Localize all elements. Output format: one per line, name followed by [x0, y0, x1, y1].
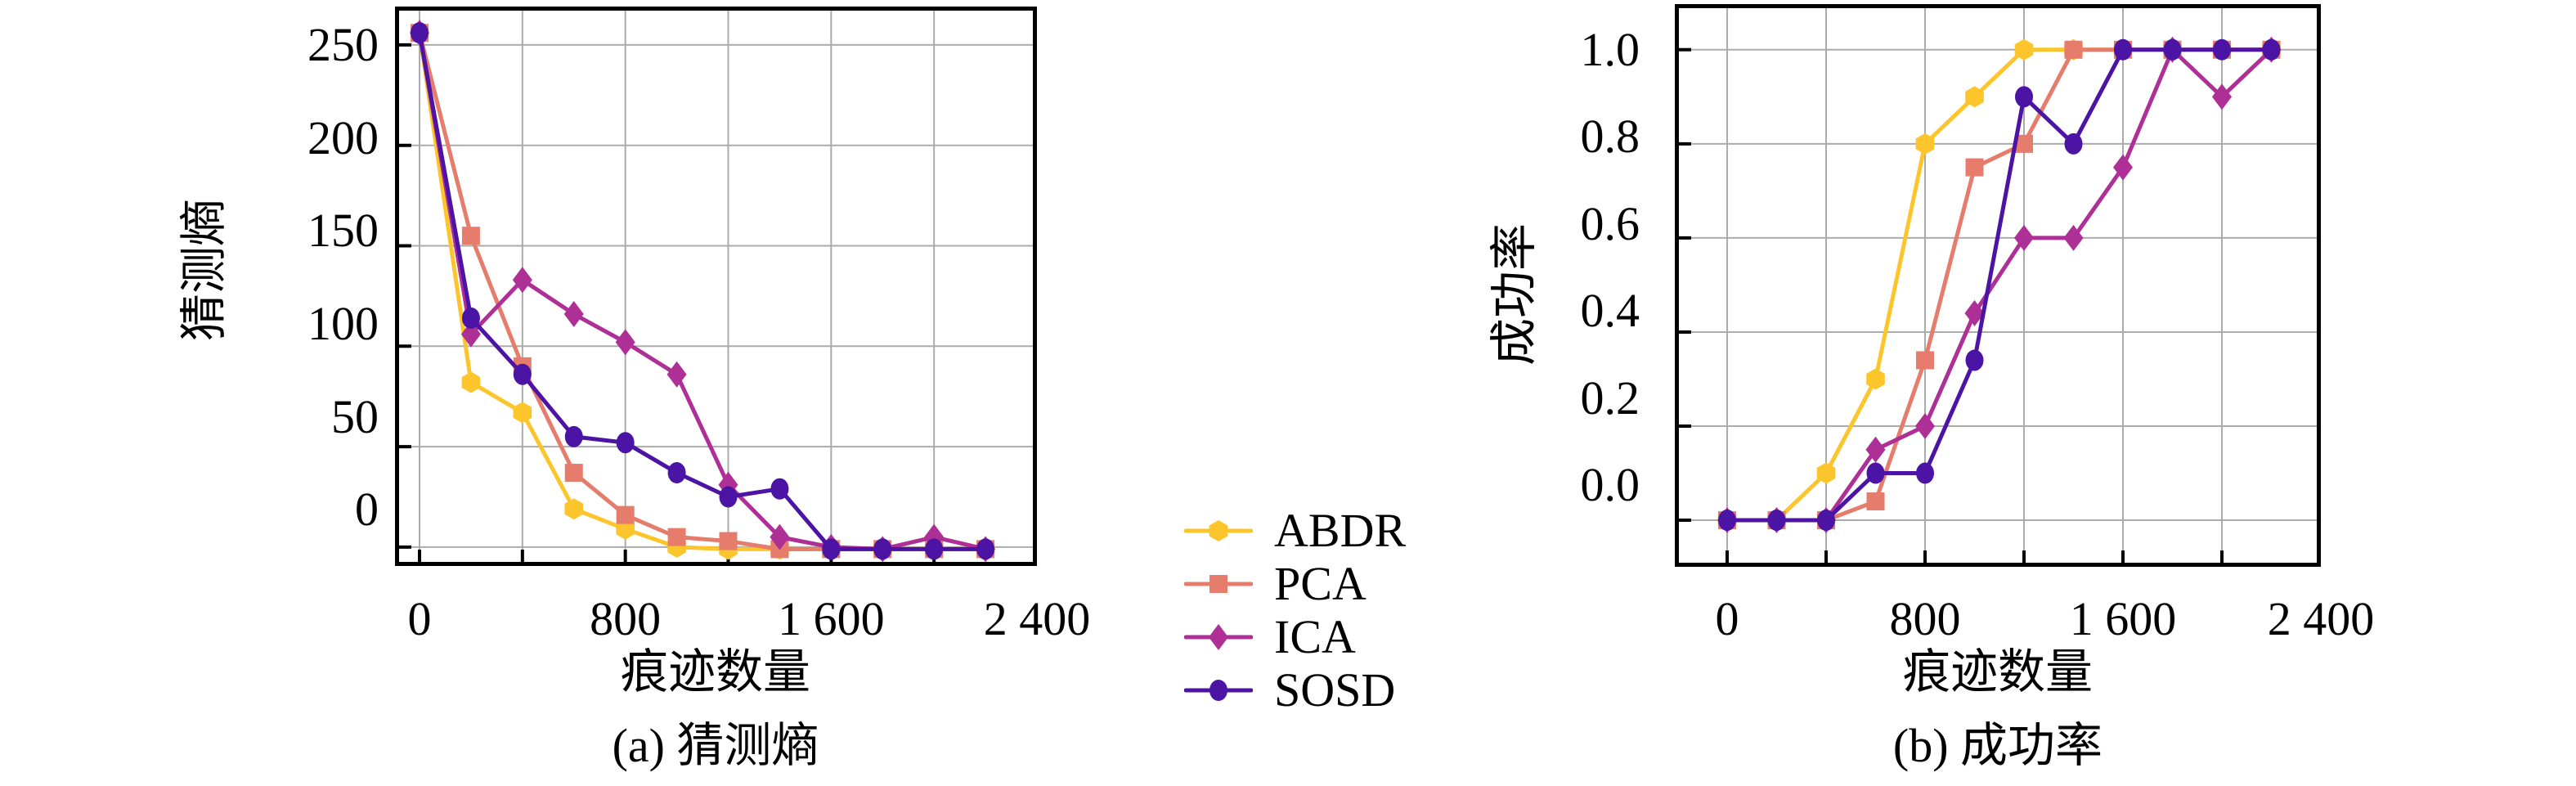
data-point-sosd [2114, 38, 2133, 61]
data-point-pca [1916, 351, 1935, 370]
legend-entry-pca: PCA [1184, 557, 1406, 610]
data-point-sosd [1817, 510, 1836, 532]
data-point-sosd [719, 486, 738, 508]
abdr-line-marker-icon [1184, 519, 1253, 541]
legend-label-sosd: SOSD [1274, 662, 1396, 716]
data-point-sosd [822, 538, 841, 560]
data-point-pca [461, 227, 480, 245]
data-point-sosd [461, 307, 480, 329]
data-point-sosd [564, 425, 583, 447]
legend-label-abdr: ABDR [1274, 503, 1407, 557]
data-point-sosd [873, 538, 892, 560]
y-tick-label: 0.4 [1580, 284, 1640, 338]
data-point-sosd [770, 478, 789, 500]
success-rate-plot-area [1675, 4, 2321, 567]
data-point-abdr [564, 498, 584, 520]
legend-label-ica: ICA [1274, 609, 1356, 663]
guessing-entropy-caption: (a) 猜测熵 [612, 719, 819, 772]
data-point-sosd [1866, 462, 1885, 484]
y-tick-label: 0.2 [1580, 371, 1640, 424]
success-rate-caption: (b) 成功率 [1892, 719, 2103, 772]
guessing-entropy-x-axis-title: 痕迹数量 [620, 645, 811, 698]
sosd-line-marker-icon [1184, 679, 1253, 701]
data-point-ica [1915, 413, 1936, 439]
data-point-sosd [1767, 510, 1786, 532]
data-point-ica [770, 523, 790, 550]
data-point-abdr [1866, 368, 1885, 390]
data-point-sosd [1965, 349, 1984, 371]
data-point-sosd [513, 363, 532, 385]
x-tick-label: 1 600 [2069, 592, 2177, 645]
data-point-sosd [2015, 86, 2034, 108]
success-rate-x-axis-title: 痕迹数量 [1902, 645, 2094, 698]
data-point-abdr [1965, 86, 1984, 108]
data-point-abdr [461, 371, 481, 393]
x-tick-label: 2 400 [983, 592, 1091, 645]
data-point-sosd [616, 432, 635, 454]
data-point-sosd [1916, 462, 1935, 484]
data-point-sosd [2064, 132, 2083, 155]
data-point-sosd [2262, 38, 2281, 61]
x-tick-label: 1 600 [778, 592, 885, 645]
x-tick-label: 0 [407, 592, 432, 645]
data-point-pca [1866, 492, 1885, 511]
y-tick-label: 50 [331, 389, 379, 443]
data-point-ica [666, 361, 687, 388]
data-point-ica [1865, 436, 1886, 463]
ica-line-marker-icon [1184, 623, 1253, 650]
data-point-sosd [925, 538, 944, 560]
data-point-sosd [976, 538, 995, 560]
data-point-ica [2063, 224, 2084, 251]
data-point-pca [2064, 40, 2083, 59]
data-point-ica [2212, 83, 2233, 110]
legend: ABDR PCA ICA SOSD [1184, 504, 1406, 716]
data-point-pca [719, 532, 738, 550]
data-point-pca [667, 528, 686, 546]
data-point-sosd [411, 22, 429, 44]
data-point-sosd [2163, 38, 2182, 61]
x-tick-label: 800 [590, 592, 662, 645]
data-point-ica [563, 301, 584, 328]
y-tick-label: 0.0 [1580, 458, 1640, 512]
data-point-ica [2014, 224, 2035, 251]
data-point-abdr [1915, 132, 1935, 155]
y-tick-label: 200 [307, 110, 379, 164]
y-tick-label: 0.6 [1580, 196, 1640, 250]
data-point-pca [1965, 158, 1984, 177]
x-tick-label: 800 [1889, 592, 1961, 645]
data-point-pca [2015, 134, 2034, 153]
y-tick-label: 0 [355, 483, 379, 537]
y-tick-label: 1.0 [1580, 22, 1640, 76]
y-tick-label: 250 [307, 17, 379, 71]
data-point-ica [460, 321, 481, 348]
data-point-pca [616, 505, 635, 524]
x-tick-label: 0 [1715, 592, 1739, 645]
legend-entry-sosd: SOSD [1184, 663, 1406, 716]
data-point-ica [1964, 299, 1985, 326]
data-point-abdr [1816, 462, 1836, 484]
data-point-sosd [2213, 38, 2232, 61]
data-point-sosd [1718, 510, 1737, 532]
legend-label-pca: PCA [1274, 556, 1367, 610]
y-tick-label: 0.8 [1580, 110, 1640, 164]
legend-entry-ica: ICA [1184, 610, 1406, 663]
guessing-entropy-plot-area [395, 7, 1037, 566]
y-tick-label: 100 [307, 297, 379, 351]
data-point-ica [615, 329, 635, 356]
data-point-sosd [667, 462, 686, 484]
legend-entry-abdr: ABDR [1184, 504, 1406, 557]
pca-line-marker-icon [1184, 574, 1253, 593]
data-point-abdr [513, 402, 532, 424]
data-point-abdr [2014, 38, 2034, 61]
data-point-ica [512, 267, 532, 294]
data-point-ica [2113, 154, 2134, 181]
y-tick-label: 150 [307, 204, 379, 258]
data-point-pca [564, 464, 583, 483]
x-tick-label: 2 400 [2267, 592, 2375, 645]
